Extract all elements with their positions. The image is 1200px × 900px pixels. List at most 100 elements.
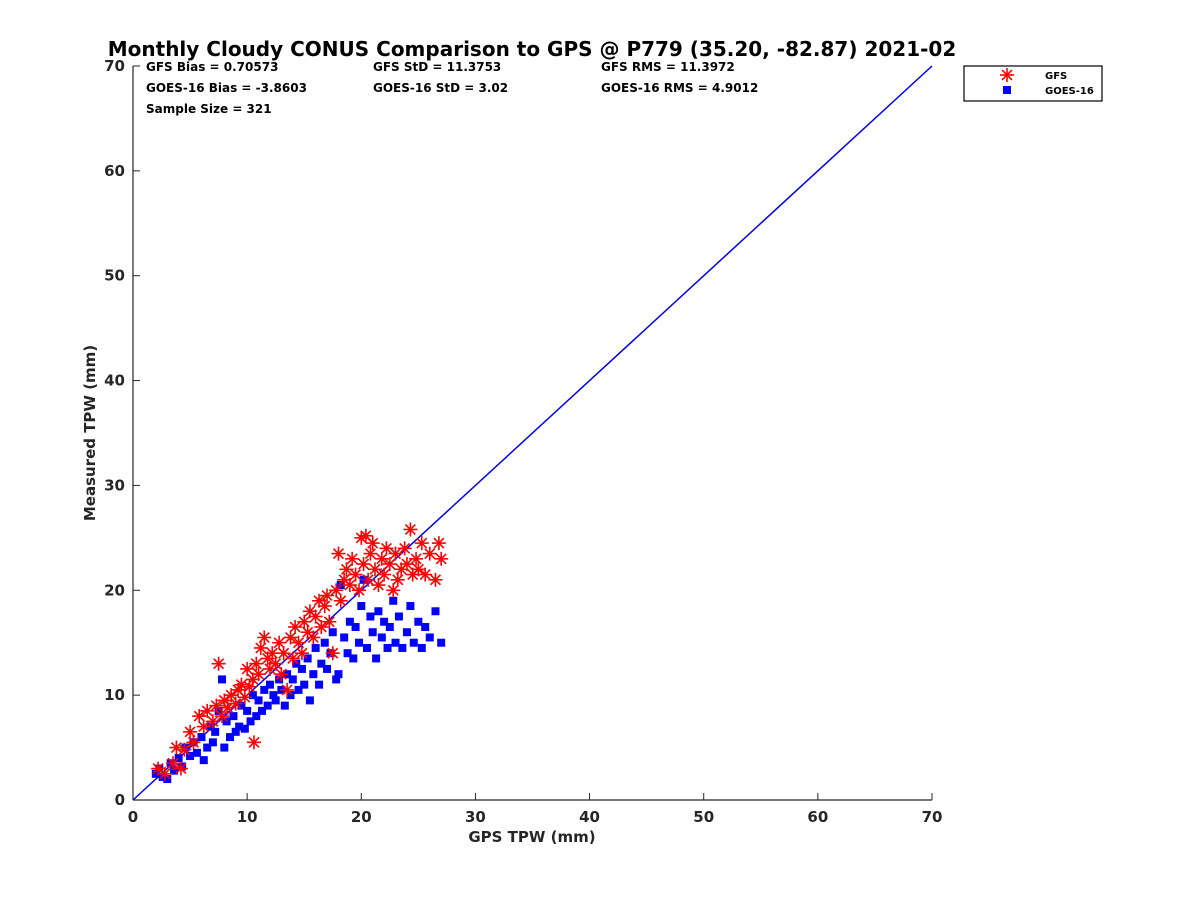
- y-tick-label: 0: [115, 791, 125, 809]
- y-tick-label: 30: [104, 476, 125, 494]
- goes-16-point: [271, 696, 280, 705]
- series-gfs: [151, 522, 449, 781]
- gfs-point: [414, 536, 429, 551]
- goes-16-point: [343, 649, 352, 658]
- goes-16-point: [351, 622, 360, 631]
- gfs-point: [348, 567, 363, 582]
- goes-16-point: [240, 724, 249, 733]
- x-tick-label: 0: [128, 808, 138, 826]
- reference-line-1to1: [132, 65, 933, 801]
- gfs-point: [196, 719, 211, 734]
- gfs-point: [317, 599, 332, 614]
- goes-16-point: [320, 638, 329, 647]
- chart-title: Monthly Cloudy CONUS Comparison to GPS @…: [108, 37, 957, 61]
- legend-asterisk: [1000, 68, 1014, 82]
- gfs-point: [294, 646, 309, 661]
- goes-16-point: [263, 701, 272, 710]
- gfs-point: [246, 735, 261, 750]
- plot-area: 0 10 20 30 40 50 60 70 0 10 20 30 40 50 60 70: [104, 57, 942, 826]
- goes-16-point: [421, 622, 430, 631]
- stat-goes-rms: GOES-16 RMS = 4.9012: [601, 81, 758, 95]
- y-tick-label: 70: [104, 57, 125, 75]
- gfs-point: [157, 766, 172, 781]
- goes-16-point: [340, 633, 349, 642]
- goes-16-point: [214, 706, 223, 715]
- gfs-point: [228, 696, 243, 711]
- goes-16-point: [417, 643, 426, 652]
- gfs-point: [186, 735, 201, 750]
- gfs-point: [183, 724, 198, 739]
- gfs-point: [177, 742, 192, 757]
- goes-16-point: [292, 659, 301, 668]
- gfs-point: [268, 656, 283, 671]
- legend-box: [963, 65, 1103, 102]
- goes-16-point: [309, 670, 318, 679]
- legend-label-goes: GOES-16: [1045, 86, 1094, 97]
- gfs-point: [352, 583, 367, 598]
- goes-16-point: [297, 664, 306, 673]
- gfs-point: [356, 557, 371, 572]
- gfs-point: [365, 536, 380, 551]
- goes-16-point: [151, 769, 160, 778]
- goes-16-point: [260, 685, 269, 694]
- goes-16-point: [265, 680, 274, 689]
- gfs-point: [325, 646, 340, 661]
- series-goes-16: [151, 575, 446, 784]
- goes-16-point: [197, 733, 206, 742]
- goes-16-point: [220, 743, 229, 752]
- ticks-layer: 0 10 20 30 40 50 60 70 0 10 20 30 40 50 60 70: [104, 57, 942, 826]
- goes-16-point: [391, 638, 400, 647]
- stat-gfs-bias: GFS Bias = 0.70573: [146, 60, 278, 74]
- legend-marker-gfs: [1000, 68, 1014, 82]
- x-tick-label: 40: [579, 808, 600, 826]
- goes-16-point: [280, 701, 289, 710]
- goes-16-point: [328, 628, 337, 637]
- goes-16-point: [362, 643, 371, 652]
- goes-16-point: [431, 607, 440, 616]
- gfs-point: [428, 572, 443, 587]
- y-tick-label: 50: [104, 267, 125, 285]
- gfs-point: [403, 522, 418, 537]
- x-axis-label: GPS TPW (mm): [468, 828, 595, 846]
- goes-16-point: [218, 675, 227, 684]
- goes-16-point: [374, 607, 383, 616]
- gfs-point: [297, 614, 312, 629]
- gfs-point: [361, 572, 376, 587]
- goes-16-point: [275, 675, 284, 684]
- gfs-point: [434, 551, 449, 566]
- y-tick-label: 10: [104, 686, 125, 704]
- gfs-point: [257, 630, 272, 645]
- goes-16-point: [317, 659, 326, 668]
- gfs-point: [280, 682, 295, 697]
- gfs-point: [283, 630, 298, 645]
- goes-16-point: [252, 712, 261, 721]
- goes-16-point: [332, 675, 341, 684]
- gfs-point: [397, 541, 412, 556]
- goes-16-point: [199, 756, 208, 765]
- gfs-point: [169, 740, 184, 755]
- goes-16-point: [248, 691, 257, 700]
- goes-16-point: [303, 654, 312, 663]
- legend-marker-goes: [1003, 86, 1011, 94]
- goes-16-point: [174, 754, 183, 763]
- goes-16-point: [345, 617, 354, 626]
- goes-16-point: [269, 691, 278, 700]
- y-tick-label: 20: [104, 581, 125, 599]
- stats-block: GFS Bias = 0.70573 GFS StD = 11.3753 GFS…: [146, 60, 758, 116]
- gfs-point: [333, 593, 348, 608]
- goes-16-point: [380, 617, 389, 626]
- goes-16-point: [235, 722, 244, 731]
- goes-16-point: [349, 654, 358, 663]
- goes-16-point: [229, 712, 238, 721]
- goes-16-point: [163, 775, 172, 784]
- y-tick-label: 60: [104, 162, 125, 180]
- gfs-point: [192, 709, 207, 724]
- gfs-point: [367, 562, 382, 577]
- gfs-point: [272, 635, 287, 650]
- gfs-point: [209, 698, 224, 713]
- gfs-point: [251, 667, 266, 682]
- goes-16-point: [208, 738, 217, 747]
- goes-16-point: [414, 617, 423, 626]
- gfs-point: [371, 578, 386, 593]
- goes-16-point: [377, 633, 386, 642]
